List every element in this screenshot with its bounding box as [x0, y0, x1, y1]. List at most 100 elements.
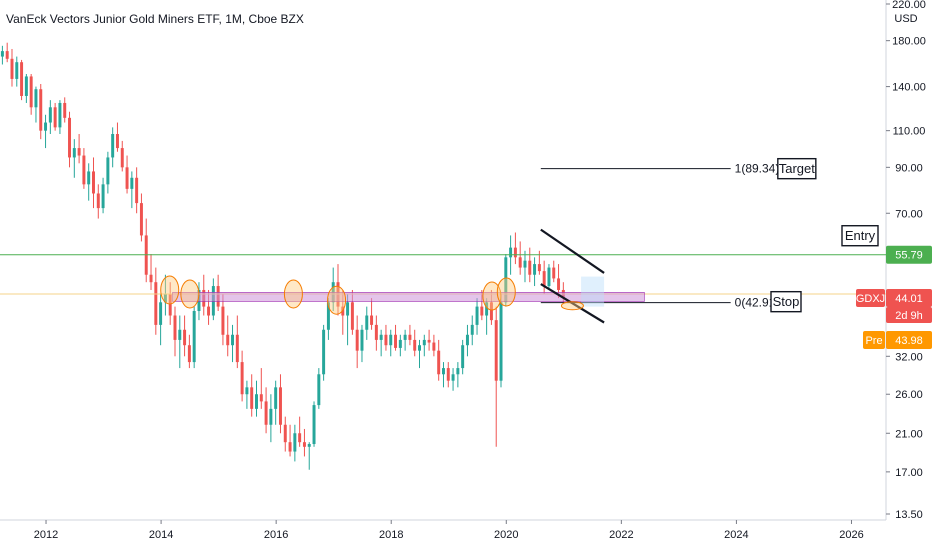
candle-body: [87, 171, 91, 185]
candle-body: [111, 134, 115, 158]
badge-pre-price: [886, 331, 932, 350]
time-axis[interactable]: 2012 2014 2016 2018 2020 2022 2024 2026: [34, 520, 864, 541]
candle-body: [398, 339, 402, 348]
candle-body: [0, 51, 4, 57]
time-tick-label: 2018: [379, 529, 403, 541]
candle-body: [192, 311, 196, 363]
touch-marker[interactable]: [283, 279, 303, 309]
candle-body: [5, 51, 9, 59]
candle-body: [360, 329, 364, 351]
price-tick-label: 220.00: [892, 0, 926, 11]
candle-body: [427, 339, 431, 343]
candle-body: [389, 334, 393, 346]
candle-body: [480, 306, 484, 316]
candle-body: [278, 387, 282, 425]
candle-body: [82, 155, 86, 185]
price-tick-label: 13.50: [895, 509, 923, 521]
candle-body: [528, 260, 532, 275]
touch-marker[interactable]: [160, 275, 180, 305]
badge-entry-text: 55.79: [895, 250, 923, 262]
candle-body: [283, 424, 287, 443]
candle-body: [168, 293, 172, 316]
annotation-box-entry[interactable]: [841, 225, 879, 247]
price-badges: 55.79 GDXJ 44.01 2d 9h Pre 43.98: [856, 245, 932, 350]
touch-marker[interactable]: [482, 281, 502, 311]
candle-body: [494, 320, 498, 381]
badge-pre-label: [863, 331, 885, 350]
candle-body: [135, 177, 139, 204]
candle-body: [187, 345, 191, 363]
candle-body: [470, 324, 474, 335]
candle-body: [456, 368, 460, 375]
time-tick-label: 2026: [839, 529, 863, 541]
channel-lower-line[interactable]: [540, 283, 605, 324]
candle-body: [178, 329, 182, 340]
candle-body: [96, 193, 100, 209]
candle-body: [394, 334, 398, 348]
candle-body: [422, 339, 426, 346]
candle-body: [542, 271, 546, 287]
candle-body: [274, 387, 278, 409]
candle-body: [159, 302, 163, 325]
badge-symbol-text: GDXJ: [856, 293, 885, 305]
candle-body: [408, 334, 412, 340]
candle-body: [432, 342, 436, 351]
channel-upper-line[interactable]: [540, 228, 605, 274]
candle-body: [92, 171, 95, 194]
candle-body: [509, 247, 513, 258]
touch-marker[interactable]: [560, 301, 584, 311]
candle-body: [288, 442, 292, 452]
time-tick-label: 2014: [149, 529, 173, 541]
candle-body: [226, 334, 230, 346]
badge-countdown-text: 2d 9h: [895, 310, 923, 322]
badge-symbol: [856, 289, 885, 308]
support-zone[interactable]: [172, 292, 645, 302]
price-axis[interactable]: 220.00 180.00 140.00 110.00 90.00 70.00 32.00 2…: [886, 0, 926, 521]
candle-body: [384, 334, 388, 346]
candle-body: [207, 306, 211, 316]
time-tick-label: 2012: [34, 529, 58, 541]
candle-body: [120, 148, 124, 168]
candle-body: [264, 401, 268, 425]
candle-body: [537, 264, 541, 272]
candle-body: [441, 368, 445, 375]
candle-body: [499, 302, 503, 381]
overlays-layer: 1(89.34) 0(42.91) Target Entry Stop: [0, 157, 886, 324]
price-tick-label: 110.00: [893, 126, 926, 138]
candle-body: [63, 102, 67, 118]
candle-body: [451, 374, 455, 381]
candle-body: [418, 345, 421, 351]
candle-body: [34, 89, 38, 108]
candle-body: [39, 89, 43, 131]
currency-label: USD: [894, 13, 917, 25]
candle-body: [475, 306, 479, 325]
candle-body: [245, 387, 249, 395]
annotation-text-entry: Entry: [845, 228, 876, 243]
price-tick-label: 140.00: [892, 82, 926, 94]
price-tick-label: 21.00: [895, 428, 923, 440]
candle-body: [485, 302, 489, 316]
candle-body: [489, 302, 493, 321]
annotation-box-stop[interactable]: [770, 290, 802, 313]
candle-body: [163, 293, 167, 303]
price-tick-label: 180.00: [892, 36, 926, 48]
touch-marker[interactable]: [180, 279, 200, 309]
badge-last: [886, 289, 932, 308]
candle-body: [173, 315, 177, 340]
time-tick-label: 2022: [609, 529, 633, 541]
candle-body: [125, 167, 129, 189]
candle-body: [355, 329, 359, 351]
candle-body: [379, 334, 383, 340]
touch-marker[interactable]: [496, 277, 516, 307]
candle-body: [231, 334, 235, 346]
candle-body: [533, 264, 537, 275]
candle-body: [413, 339, 417, 351]
touch-marker[interactable]: [327, 285, 347, 315]
candle-body: [513, 247, 517, 258]
candle-body: [370, 315, 374, 325]
candle-body: [58, 102, 62, 128]
annotation-box-target[interactable]: [777, 157, 817, 180]
candle-body: [53, 107, 57, 128]
candle-body: [518, 257, 522, 268]
